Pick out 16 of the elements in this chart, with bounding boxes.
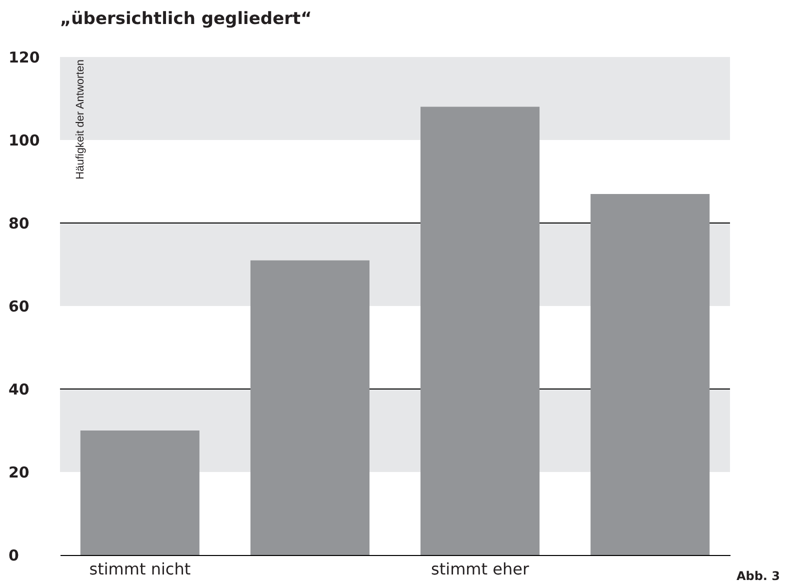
bar [80, 430, 200, 555]
y-tick-label: 120 [8, 48, 40, 66]
y-tick-label: 40 [8, 380, 30, 398]
y-tick-label: 0 [8, 546, 19, 564]
y-tick-label: 20 [8, 464, 30, 482]
y-tick-label: 80 [8, 214, 30, 232]
bar [590, 194, 710, 555]
y-tick-label: 100 [8, 132, 40, 150]
caption: Abb. 3 [736, 569, 780, 583]
y-axis-title: Häufigkeit der Antworten [74, 60, 86, 180]
bar [420, 106, 540, 555]
y-tick-label: 60 [8, 298, 30, 316]
chart-title: „übersichtlich gegliedert“ [60, 9, 312, 29]
bar [250, 260, 370, 555]
x-tick-label: stimmt eher [431, 560, 530, 578]
x-tick-label: stimmt nicht [89, 560, 191, 578]
